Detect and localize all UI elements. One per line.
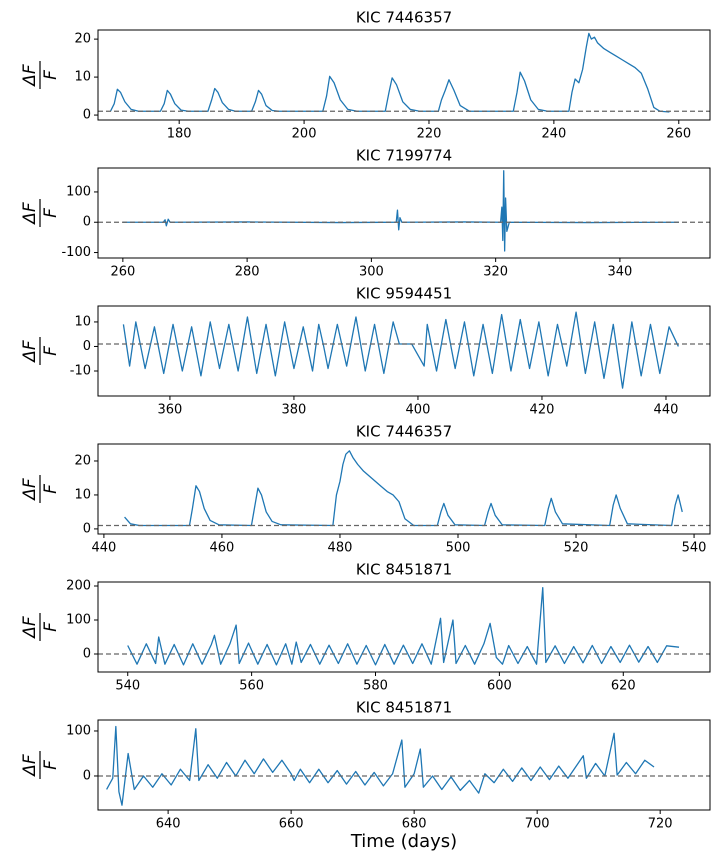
x-tick-label: 200 bbox=[292, 127, 317, 142]
y-tick-label: 100 bbox=[66, 612, 91, 627]
light-curve bbox=[122, 170, 679, 252]
y-tick-label: 0 bbox=[83, 108, 91, 123]
x-tick-label: 320 bbox=[483, 265, 508, 280]
y-label-denominator: F bbox=[41, 484, 61, 494]
x-tick-label: 400 bbox=[406, 403, 431, 418]
y-tick-label: 0 bbox=[83, 768, 91, 783]
axes-frame bbox=[97, 29, 711, 121]
x-tick-label: 640 bbox=[156, 817, 181, 832]
light-curve bbox=[122, 311, 679, 389]
axes-frame bbox=[97, 581, 711, 673]
axes-frame bbox=[97, 443, 711, 535]
y-label-numerator: ΔF bbox=[20, 478, 40, 502]
axes-frame bbox=[97, 167, 711, 259]
y-axis-label: ΔF F bbox=[20, 751, 61, 779]
y-tick-label: 0 bbox=[83, 215, 91, 230]
y-tick-label: 0 bbox=[83, 521, 91, 536]
axes-frame bbox=[97, 719, 711, 811]
light-curve bbox=[127, 587, 680, 666]
y-tick-label: 10 bbox=[74, 487, 91, 502]
y-label-denominator: F bbox=[41, 346, 61, 356]
x-tick-label: 520 bbox=[564, 541, 589, 556]
y-tick-label: 0 bbox=[83, 339, 91, 354]
y-tick-label: 10 bbox=[74, 314, 91, 329]
x-tick-label: 460 bbox=[210, 541, 235, 556]
light-curve bbox=[106, 725, 655, 806]
y-label-numerator: ΔF bbox=[20, 340, 40, 364]
x-tick-label: 280 bbox=[235, 265, 260, 280]
x-tick-label: 380 bbox=[282, 403, 307, 418]
x-tick-label: 680 bbox=[402, 817, 427, 832]
panel-title: KIC 8451871 bbox=[356, 699, 452, 717]
x-tick-label: 560 bbox=[239, 679, 264, 694]
y-axis-label: ΔF F bbox=[20, 613, 61, 641]
x-tick-label: 440 bbox=[91, 541, 116, 556]
x-tick-label: 300 bbox=[359, 265, 384, 280]
x-tick-label: 180 bbox=[167, 127, 192, 142]
y-tick-label: 20 bbox=[74, 32, 91, 47]
x-tick-label: 540 bbox=[115, 679, 140, 694]
x-tick-label: 480 bbox=[328, 541, 353, 556]
y-label-denominator: F bbox=[41, 760, 61, 770]
axes-frame bbox=[97, 305, 711, 397]
panel: KIC 8451871 540 560 580 600 620 0 100 200 ΔF F bbox=[20, 561, 711, 694]
y-label-numerator: ΔF bbox=[20, 202, 40, 226]
x-tick-label: 580 bbox=[363, 679, 388, 694]
y-tick-label: 0 bbox=[83, 646, 91, 661]
x-axis-label: Time (days) bbox=[350, 831, 457, 852]
y-tick-label: -100 bbox=[61, 245, 91, 260]
light-curve bbox=[124, 450, 683, 527]
x-tick-label: 420 bbox=[530, 403, 555, 418]
x-tick-label: 240 bbox=[541, 127, 566, 142]
panel: KIC 7446357 440 460 480 500 520 540 0 10 20 ΔF F bbox=[20, 423, 711, 556]
y-label-numerator: ΔF bbox=[20, 64, 40, 88]
panel-title: KIC 7446357 bbox=[356, 9, 452, 27]
y-tick-label: 10 bbox=[74, 70, 91, 85]
y-axis-label: ΔF F bbox=[20, 61, 61, 89]
x-tick-label: 620 bbox=[611, 679, 636, 694]
x-tick-label: 340 bbox=[607, 265, 632, 280]
y-tick-label: 20 bbox=[74, 453, 91, 468]
x-tick-label: 360 bbox=[158, 403, 183, 418]
panel-title: KIC 9594451 bbox=[356, 285, 452, 303]
x-tick-label: 600 bbox=[487, 679, 512, 694]
y-label-denominator: F bbox=[41, 70, 61, 80]
panel: KIC 7199774 260 280 300 320 340 -100 0 100 ΔF F bbox=[20, 147, 711, 280]
y-label-denominator: F bbox=[41, 622, 61, 632]
y-tick-label: 100 bbox=[66, 184, 91, 199]
panel: KIC 8451871 640 660 680 700 720 0 100 ΔF F Time (d… bbox=[20, 699, 711, 852]
y-tick-label: 100 bbox=[66, 723, 91, 738]
y-axis-label: ΔF F bbox=[20, 337, 61, 365]
panel-title: KIC 7199774 bbox=[356, 147, 452, 165]
y-label-numerator: ΔF bbox=[20, 616, 40, 640]
x-tick-label: 660 bbox=[279, 817, 304, 832]
x-tick-label: 260 bbox=[110, 265, 135, 280]
y-label-denominator: F bbox=[41, 208, 61, 218]
y-axis-label: ΔF F bbox=[20, 475, 61, 503]
x-tick-label: 720 bbox=[648, 817, 673, 832]
x-tick-label: 440 bbox=[654, 403, 679, 418]
light-curve bbox=[109, 32, 670, 113]
panel: KIC 9594451 360 380 400 420 440 -10 0 10 ΔF F bbox=[20, 285, 711, 418]
panel-title: KIC 8451871 bbox=[356, 561, 452, 579]
x-tick-label: 260 bbox=[666, 127, 691, 142]
x-tick-label: 220 bbox=[417, 127, 442, 142]
x-tick-label: 500 bbox=[446, 541, 471, 556]
y-label-numerator: ΔF bbox=[20, 754, 40, 778]
y-tick-label: -10 bbox=[70, 363, 91, 378]
y-axis-label: ΔF F bbox=[20, 199, 61, 227]
x-tick-label: 700 bbox=[525, 817, 550, 832]
x-tick-label: 540 bbox=[682, 541, 707, 556]
y-tick-label: 200 bbox=[66, 579, 91, 594]
panel: KIC 7446357 180 200 220 240 260 0 10 20 ΔF F bbox=[20, 9, 711, 142]
panel-title: KIC 7446357 bbox=[356, 423, 452, 441]
